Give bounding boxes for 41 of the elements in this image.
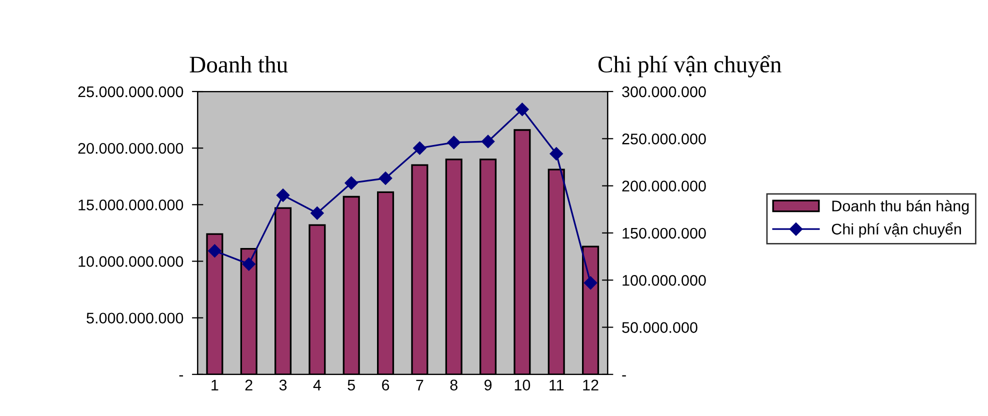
point — [413, 142, 426, 155]
x-tick-label: 10 — [514, 380, 530, 390]
x-tick-label: 9 — [484, 380, 492, 390]
point — [242, 257, 256, 271]
y-tick-label: 5.000.000.000 — [86, 312, 184, 324]
legend-label: Chi phí vận chuyển — [832, 222, 961, 238]
x-tick-label: 3 — [279, 380, 287, 390]
y2-tick-label: 250.000.000 — [622, 134, 706, 144]
x-tick-label: 11 — [550, 380, 564, 390]
y2-tick-label: 50.000.000 — [622, 322, 698, 333]
x-tick-label: 5 — [348, 380, 355, 390]
x-tick-label: 2 — [245, 380, 252, 390]
y2-tick-label: 300.000.000 — [622, 86, 706, 98]
y-tick-label: 20.000.000.000 — [78, 142, 184, 154]
y-axis-title: Doanh thu — [190, 56, 288, 73]
point — [516, 102, 529, 116]
y-tick-label: 25.000.000.000 — [78, 86, 184, 98]
x-tick-label: 12 — [583, 380, 598, 390]
x-tick-label: 6 — [382, 380, 390, 390]
point — [481, 134, 495, 148]
y2-tick-label: 200.000.000 — [622, 180, 706, 192]
y2-axis-title: Chi phí vận chuyển — [598, 55, 782, 78]
point — [276, 188, 290, 202]
x-tick-label: 8 — [450, 380, 458, 390]
point — [447, 136, 460, 150]
point — [208, 244, 222, 258]
y-tick-label: 15.000.000.000 — [78, 200, 184, 210]
y2-tick-label: - — [622, 375, 626, 376]
point — [550, 147, 563, 160]
point — [344, 176, 358, 190]
y2-tick-label: 150.000.000 — [622, 228, 706, 239]
x-tick-label: 1 — [212, 380, 218, 390]
x-tick-label: 7 — [416, 380, 424, 390]
point — [584, 276, 598, 290]
y-tick-label: 10.000.000.000 — [78, 256, 184, 267]
x-tick-label: 4 — [313, 380, 321, 390]
y2-tick-label: 100.000.000 — [622, 274, 706, 286]
legend-label: Doanh thu bán hàng — [832, 200, 969, 214]
point — [378, 172, 392, 185]
point — [310, 206, 324, 220]
y-tick-label: - — [179, 375, 184, 376]
